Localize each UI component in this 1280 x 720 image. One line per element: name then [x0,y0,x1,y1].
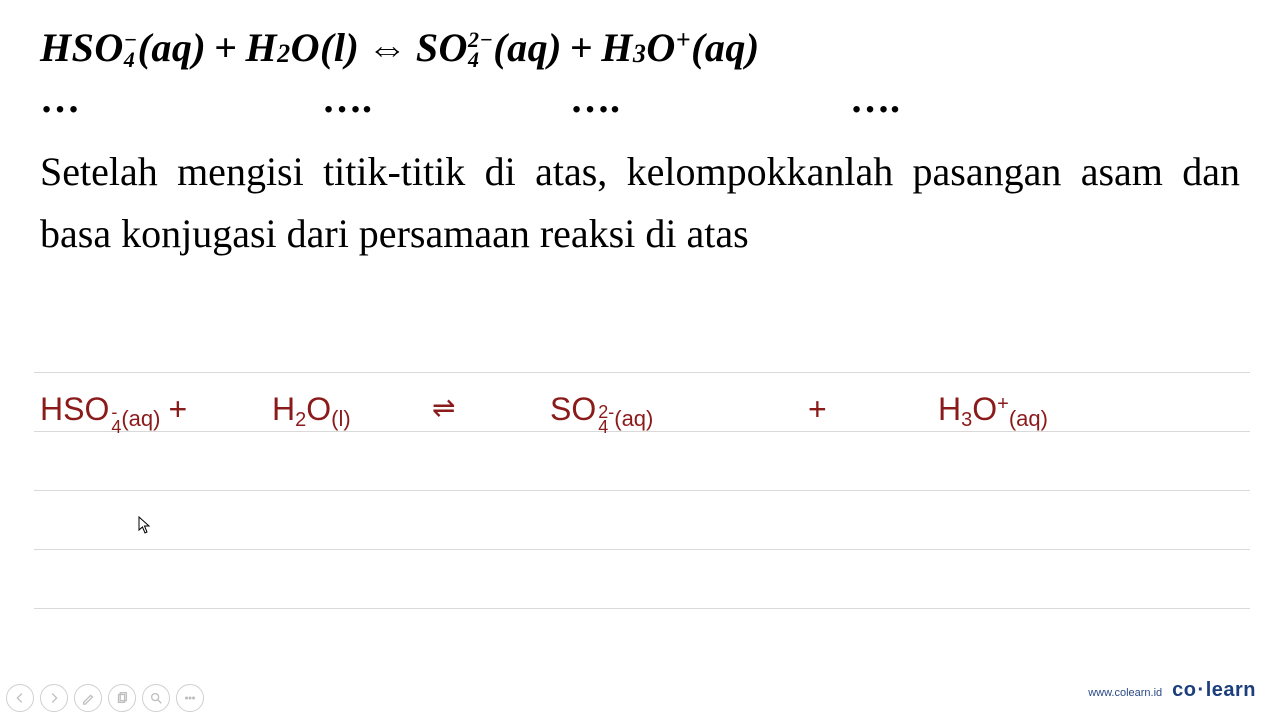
ans-equilibrium-arrow: ⇌ [424,391,463,424]
equilibrium-arrow: ⇔ [359,24,416,71]
instruction-text: Setelah mengisi titik-titik di atas, kel… [40,141,1240,265]
plus-operator: + [206,24,245,71]
zoom-button[interactable] [142,684,170,712]
footer-brand: www.colearn.id co·learn [1088,679,1256,702]
product-h3o: H 3 O + (aq) [601,24,759,71]
plus-operator: + [562,24,601,71]
dots-3: …. [570,75,620,122]
product-so4: SO 2− 4 (aq) [416,24,562,71]
brand-logo: co·learn [1172,679,1256,702]
main-equation: HSO − 4 (aq) + H 2 O (l) ⇔ SO 2− 4 (aq) … [40,24,1240,71]
reactant-h2o: H 2 O (l) [246,24,360,71]
player-toolbar [6,684,204,712]
ans-h2o: H 2 O (l) [272,391,351,428]
dots-2: …. [322,75,372,122]
ans-h3o: H 3 O + (aq) [938,391,1048,428]
copy-button[interactable] [108,684,136,712]
dots-4: …. [850,75,900,122]
answer-area: HSO - 4 (aq) + H 2 O (l) ⇌ SO 2- 4 [34,372,1250,609]
ans-plus: + [808,391,827,428]
dots-1: … [40,75,80,122]
reactant-hso4: HSO − 4 (aq) [40,24,206,71]
ans-hso4: HSO - 4 (aq) + [40,391,191,438]
prev-button[interactable] [6,684,34,712]
ans-so4: SO 2- 4 (aq) [550,391,653,438]
pen-button[interactable] [74,684,102,712]
next-button[interactable] [40,684,68,712]
fill-in-dots-row: … …. …. …. [40,75,1240,123]
mouse-cursor-icon [138,516,152,534]
more-button[interactable] [176,684,204,712]
rule-line [34,608,1250,609]
footer-url: www.colearn.id [1088,687,1162,699]
